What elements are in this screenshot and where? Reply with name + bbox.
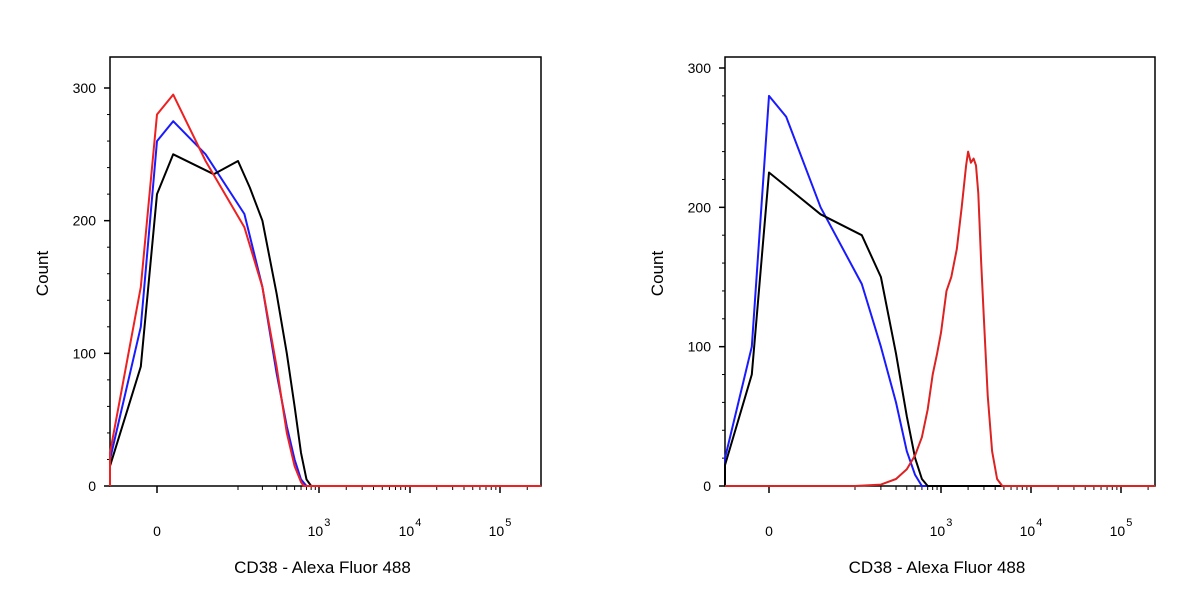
y-axis-label: Count bbox=[33, 251, 52, 297]
y-tick-label: 0 bbox=[88, 478, 96, 494]
x-axis-label: CD38 - Alexa Fluor 488 bbox=[234, 558, 411, 577]
y-tick-label: 200 bbox=[73, 213, 97, 229]
x-tick-label: 104 bbox=[1020, 517, 1043, 539]
x-tick-label: 103 bbox=[930, 517, 953, 539]
histogram-series-3 bbox=[109, 93, 541, 487]
x-tick-label: 105 bbox=[489, 517, 512, 539]
x-tick-label: 104 bbox=[399, 517, 422, 539]
y-tick-label: 100 bbox=[688, 339, 712, 355]
y-tick-label: 200 bbox=[688, 199, 712, 215]
y-tick-label: 100 bbox=[73, 345, 97, 361]
y-tick-label: 0 bbox=[703, 478, 711, 494]
histogram-series-2 bbox=[724, 171, 1155, 487]
y-tick-label: 300 bbox=[73, 80, 97, 96]
histogram-series-2 bbox=[109, 153, 541, 487]
y-axis-label: Count bbox=[648, 251, 667, 297]
x-axis-label: CD38 - Alexa Fluor 488 bbox=[849, 558, 1026, 577]
plot-frame bbox=[724, 56, 1156, 487]
y-tick-label: 300 bbox=[688, 60, 712, 76]
x-tick-label: 0 bbox=[765, 523, 773, 539]
x-tick-label: 103 bbox=[308, 517, 331, 539]
histogram-series-1 bbox=[724, 94, 1155, 487]
histogram-series-1 bbox=[109, 120, 541, 487]
chart-panel-left: 0 100 200 300 0 103 104 105 CD38 - Alexa Fluor 4… bbox=[33, 56, 542, 577]
chart-panel-right: 0 100 200 300 0 103 104 105 CD38 - Alexa Fluor 4… bbox=[648, 56, 1156, 577]
histogram-series-3 bbox=[725, 150, 1155, 487]
x-tick-label: 105 bbox=[1110, 517, 1133, 539]
x-tick-label: 0 bbox=[153, 523, 161, 539]
